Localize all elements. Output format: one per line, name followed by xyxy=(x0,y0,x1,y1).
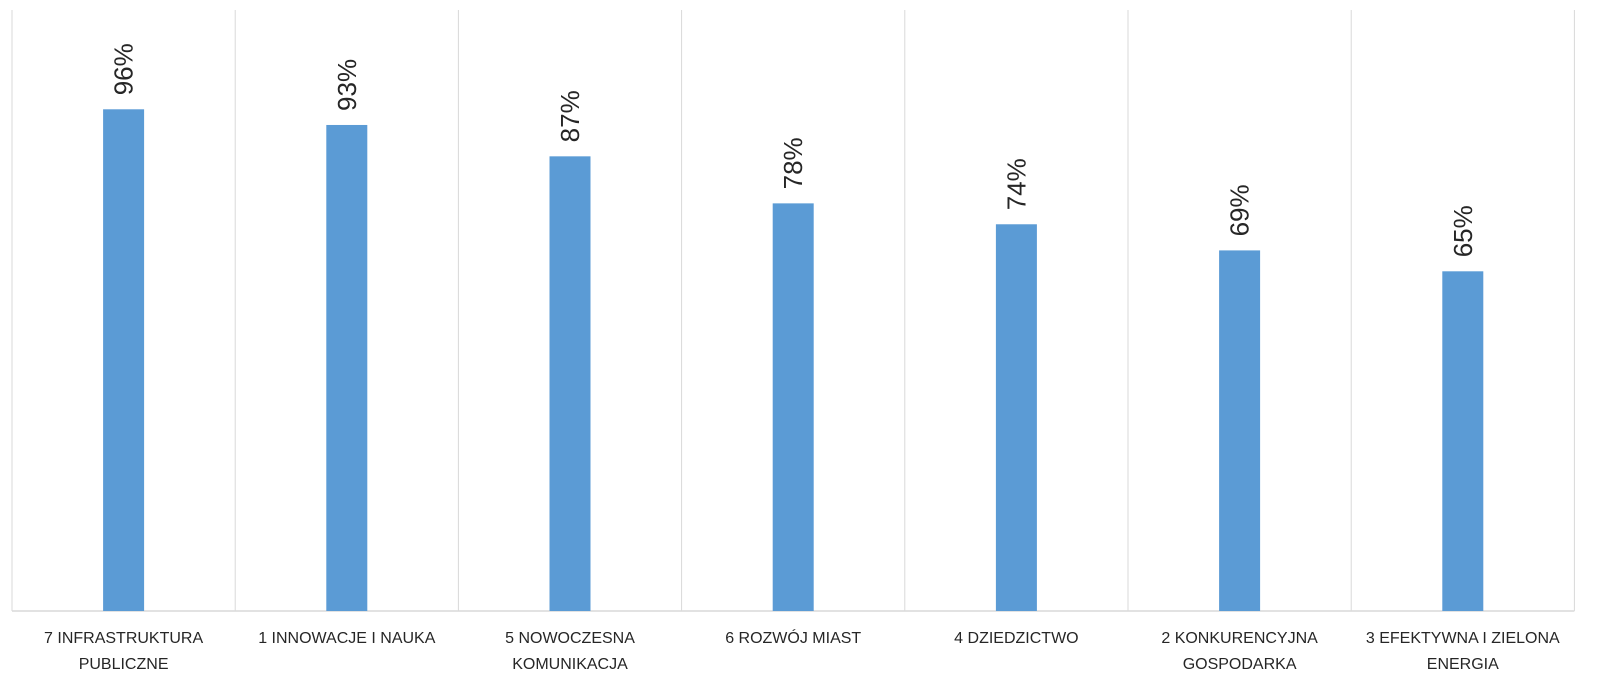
data-label: 78% xyxy=(778,137,808,189)
bar xyxy=(103,109,145,611)
category-label-line: GOSPODARKA xyxy=(1183,656,1297,673)
bar xyxy=(772,203,814,611)
category-label-line: PUBLICZNE xyxy=(79,656,169,673)
data-label: 65% xyxy=(1448,205,1478,257)
category-label-line: 1 INNOWACJE I NAUKA xyxy=(258,630,436,647)
category-label: 4 DZIEDZICTWO xyxy=(954,630,1078,647)
category-label-line: ENERGIA xyxy=(1427,656,1499,673)
bar xyxy=(549,156,591,611)
bar xyxy=(1442,271,1484,611)
category-label-line: 7 INFRASTRUKTURA xyxy=(44,630,203,647)
data-label: 93% xyxy=(332,59,362,111)
data-label: 69% xyxy=(1225,184,1255,236)
category-label-line: 4 DZIEDZICTWO xyxy=(954,630,1078,647)
data-label: 74% xyxy=(1001,158,1031,210)
category-label: 3 EFEKTYWNA I ZIELONA ENERGIA xyxy=(1366,630,1560,673)
category-label: 2 KONKURENCYJNA GOSPODARKA xyxy=(1161,630,1318,673)
bar xyxy=(326,124,368,612)
category-label-line: KOMUNIKACJA xyxy=(512,656,628,673)
category-label-line: 5 NOWOCZESNA xyxy=(505,630,635,647)
category-label-line: 2 KONKURENCYJNA xyxy=(1161,630,1318,647)
category-label: 5 NOWOCZESNA KOMUNIKACJA xyxy=(505,630,635,673)
data-label: 87% xyxy=(555,90,585,142)
category-label: 7 INFRASTRUKTURA PUBLICZNE xyxy=(44,630,203,673)
category-label-line: 3 EFEKTYWNA I ZIELONA xyxy=(1366,630,1560,647)
bar xyxy=(995,224,1037,611)
category-label: 1 INNOWACJE I NAUKA xyxy=(258,630,436,647)
bar xyxy=(1219,250,1261,611)
category-label: 6 ROZWÓJ MIAST xyxy=(725,628,861,647)
category-label-line: 6 ROZWÓJ MIAST xyxy=(725,628,861,647)
data-label: 96% xyxy=(109,43,139,95)
